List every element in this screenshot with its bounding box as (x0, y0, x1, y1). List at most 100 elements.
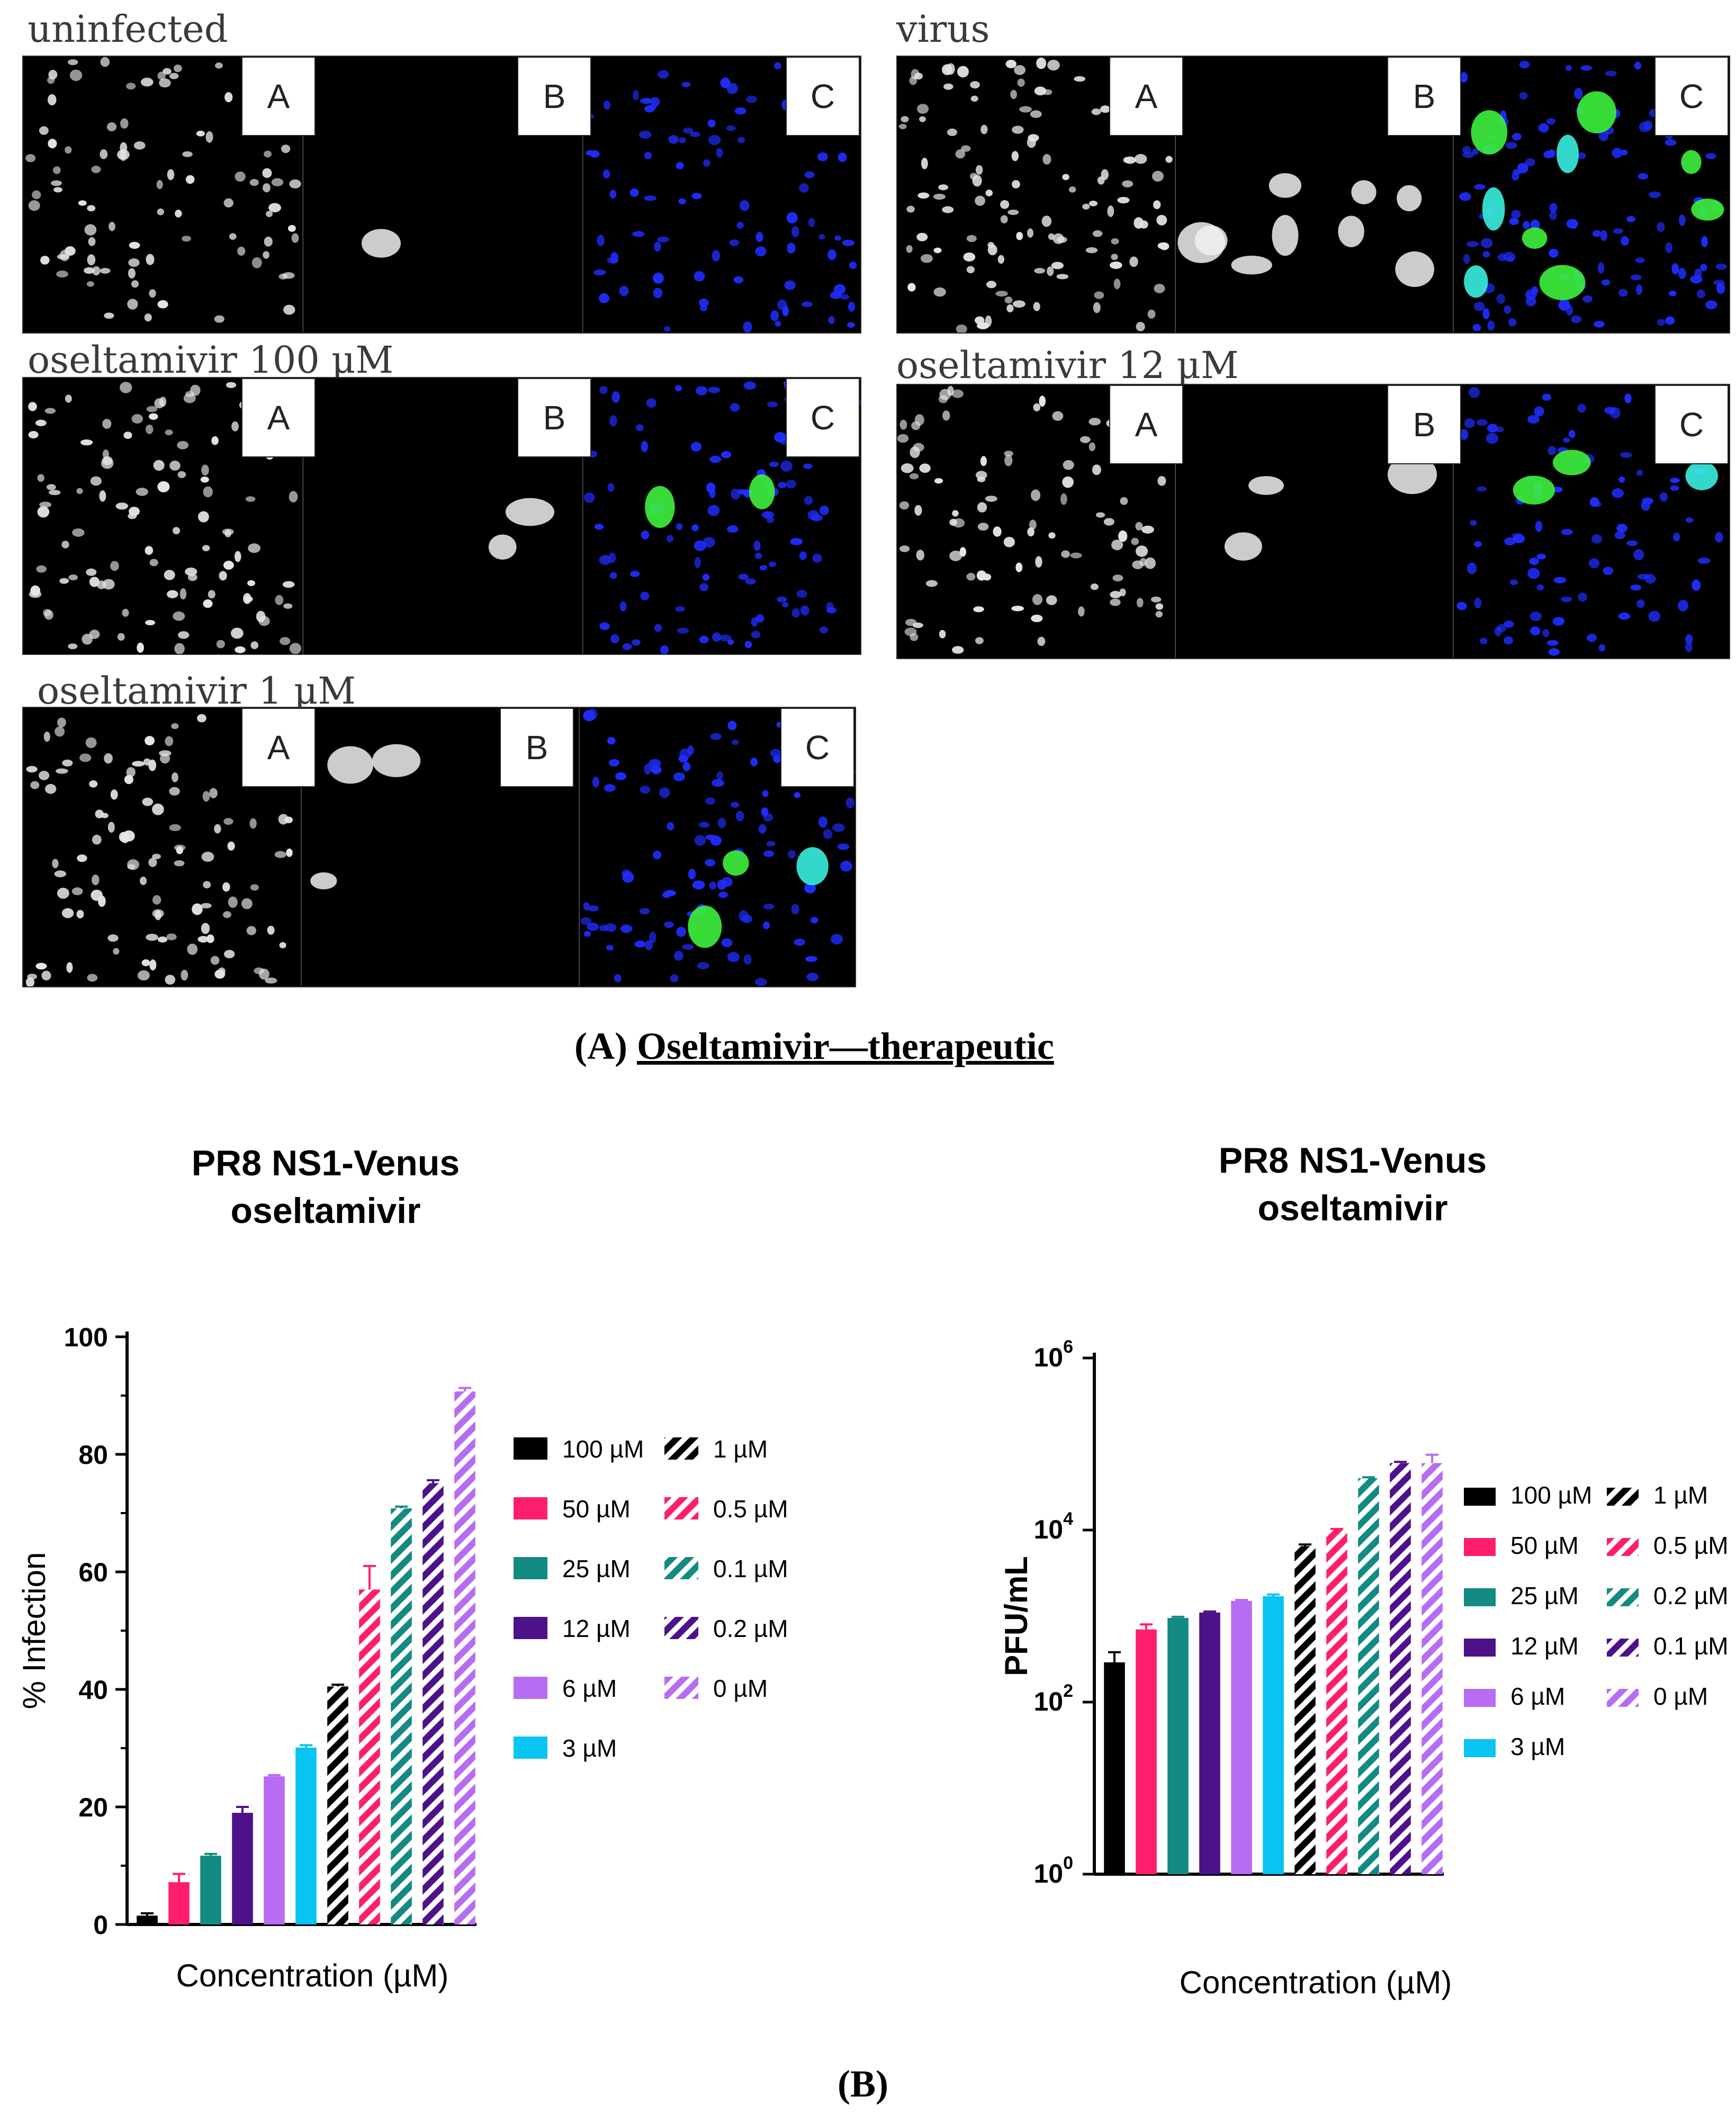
nucleus (281, 145, 291, 154)
bar (1104, 1662, 1125, 1874)
nucleus-blue (1577, 152, 1586, 159)
nucleus (942, 410, 950, 421)
nucleus-blue (763, 850, 775, 857)
nucleus (1112, 574, 1123, 582)
nucleus (86, 568, 97, 576)
channel-badge: A (241, 708, 316, 787)
nucleus (222, 528, 234, 535)
nucleus (985, 315, 992, 327)
channel-badge: A (1109, 57, 1183, 136)
micrograph-image (23, 378, 860, 654)
nucleus-blue (622, 871, 634, 883)
nucleus (1027, 228, 1034, 238)
bar (1167, 1618, 1189, 1874)
nucleus-blue (763, 903, 775, 910)
nucleus (1110, 591, 1121, 599)
nucleus-blue (791, 226, 799, 238)
nucleus-blue (1630, 274, 1642, 281)
nucleus (176, 846, 184, 854)
nucleus (925, 580, 938, 587)
nucleus (88, 237, 96, 246)
nucleus-blue (1626, 215, 1635, 222)
nucleus (1032, 594, 1043, 605)
nucleus-blue (818, 234, 825, 240)
channel-badge: C (780, 708, 854, 787)
legend-label: 25 µM (1510, 1582, 1579, 1609)
nucleus (230, 627, 244, 639)
legend-swatch (1464, 1538, 1496, 1556)
group-label-osel12: oseltamivir 12 µM (896, 344, 1239, 387)
nucleus (104, 753, 113, 764)
nucleus-blue (1548, 648, 1560, 656)
bar (137, 1915, 158, 1924)
nucleus (57, 717, 66, 727)
nucleus (943, 83, 954, 90)
nucleus-blue (594, 524, 604, 530)
nucleus (1152, 170, 1164, 182)
nucleus (129, 241, 140, 249)
nucleus-blue (690, 131, 700, 137)
nucleus (914, 505, 922, 516)
nucleus-blue (1558, 299, 1570, 311)
nucleus-blue (727, 639, 734, 645)
bar (1422, 1463, 1443, 1874)
bar (168, 1882, 190, 1924)
nucleus (952, 510, 959, 517)
nucleus (933, 287, 946, 297)
nucleus-blue (673, 772, 686, 781)
panel-b-caption: (B) (838, 2062, 888, 2106)
nucleus (107, 822, 115, 833)
nucleus-blue (649, 931, 656, 943)
micrograph-image (897, 57, 1729, 332)
nucleus-blue (819, 626, 829, 634)
nucleus (210, 956, 220, 965)
nucleus-blue (1508, 318, 1517, 327)
nucleus (165, 975, 176, 985)
nucleus (1004, 451, 1013, 457)
nucleus (235, 646, 246, 653)
nucleus-blue (691, 193, 702, 200)
nucleus-blue (1588, 558, 1600, 569)
micrograph-background (897, 385, 1729, 658)
nucleus (54, 870, 67, 877)
merge-channel (583, 59, 857, 332)
nucleus (142, 797, 154, 806)
nuclei-channel (25, 714, 300, 986)
channel-badge: A (1109, 385, 1183, 464)
nucleus-blue (840, 860, 852, 872)
nucleus (100, 57, 110, 67)
channel-badge: A (241, 57, 316, 136)
nucleus (123, 431, 132, 439)
nucleus (957, 66, 969, 78)
nucleus-blue (794, 792, 801, 798)
nucleus (169, 73, 179, 79)
nucleus-blue (737, 489, 749, 495)
nucleus (44, 408, 56, 414)
panel-a-caption: (A) Oseltamivir—therapeutic (574, 1024, 1054, 1068)
nucleus (185, 175, 195, 184)
nucleus-blue (1487, 424, 1498, 433)
infected-cell-green (645, 485, 675, 528)
bar (1263, 1596, 1284, 1874)
nucleus-blue (1677, 599, 1689, 611)
nucleus-blue (759, 565, 768, 571)
nucleus (62, 759, 73, 767)
y-axis-title: % Infection (16, 1552, 52, 1710)
legend-label: 0.1 µM (1653, 1632, 1729, 1660)
nucleus-blue (702, 573, 710, 581)
nucleus-blue (773, 755, 781, 763)
group-label-osel1: oseltamivir 1 µM (37, 669, 356, 713)
nucleus (67, 59, 78, 65)
nucleus (289, 179, 301, 188)
nucleus (100, 268, 111, 274)
nucleus (146, 406, 158, 412)
nucleus-blue (1715, 532, 1723, 543)
nucleus-blue (726, 125, 736, 131)
nucleus-blue (1594, 320, 1605, 328)
nucleus-blue (630, 571, 640, 577)
nucleus (917, 104, 929, 114)
nucleus-blue (1591, 534, 1603, 544)
infected-cell (361, 229, 401, 258)
nucleus-blue (709, 489, 716, 498)
nucleus-blue (1480, 238, 1493, 248)
